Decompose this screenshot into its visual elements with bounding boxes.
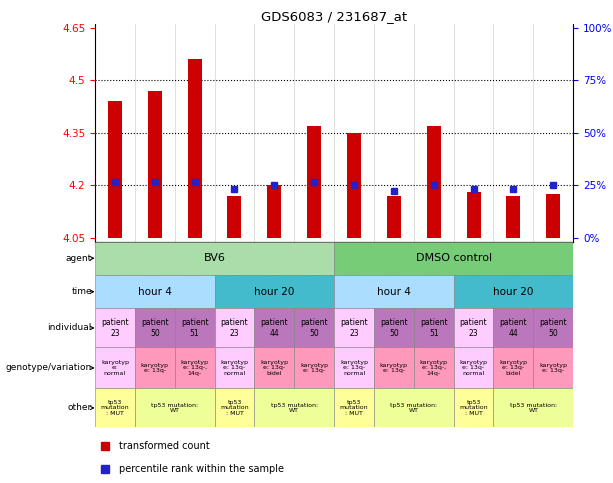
Bar: [215, 388, 254, 427]
Bar: [135, 347, 175, 388]
Bar: [414, 309, 454, 347]
Bar: [135, 388, 215, 427]
Bar: [148, 91, 162, 238]
Bar: [454, 309, 493, 347]
Text: karyotyp
e: 13q-: karyotyp e: 13q-: [380, 363, 408, 373]
Bar: [188, 59, 202, 238]
Bar: [215, 275, 334, 309]
Bar: [267, 185, 281, 238]
Bar: [387, 196, 401, 238]
Text: karyotyp
e: 13q-
bidel: karyotyp e: 13q- bidel: [261, 360, 288, 376]
Text: patient
51: patient 51: [420, 318, 447, 338]
Bar: [347, 133, 361, 238]
Bar: [374, 388, 454, 427]
Text: karyotyp
e: 13q-: karyotyp e: 13q-: [539, 363, 567, 373]
Bar: [294, 347, 334, 388]
Text: karyotyp
e: 13q-
normal: karyotyp e: 13q- normal: [340, 360, 368, 376]
Text: patient
23: patient 23: [221, 318, 248, 338]
Bar: [175, 347, 215, 388]
Bar: [506, 196, 520, 238]
Text: patient
50: patient 50: [141, 318, 169, 338]
Text: patient
44: patient 44: [261, 318, 288, 338]
Text: tp53 mutation:
WT: tp53 mutation: WT: [271, 402, 318, 413]
Bar: [95, 275, 215, 309]
Text: hour 20: hour 20: [254, 287, 294, 297]
Bar: [135, 309, 175, 347]
Bar: [254, 309, 294, 347]
Text: DMSO control: DMSO control: [416, 253, 492, 263]
Text: patient
44: patient 44: [500, 318, 527, 338]
Bar: [533, 309, 573, 347]
Bar: [95, 242, 334, 275]
Text: patient
50: patient 50: [380, 318, 408, 338]
Bar: [108, 101, 122, 238]
Bar: [334, 347, 374, 388]
Bar: [454, 347, 493, 388]
Bar: [95, 347, 135, 388]
Text: patient
50: patient 50: [300, 318, 328, 338]
Bar: [334, 242, 573, 275]
Bar: [175, 309, 215, 347]
Bar: [95, 388, 135, 427]
Bar: [334, 388, 374, 427]
Bar: [374, 309, 414, 347]
Text: hour 20: hour 20: [493, 287, 533, 297]
Text: karyotyp
e: 13q-,
14q-: karyotyp e: 13q-, 14q-: [420, 360, 447, 376]
Bar: [334, 309, 374, 347]
Bar: [215, 347, 254, 388]
Text: hour 4: hour 4: [138, 287, 172, 297]
Text: time: time: [71, 287, 92, 296]
Bar: [294, 309, 334, 347]
Text: patient
23: patient 23: [340, 318, 368, 338]
Bar: [493, 309, 533, 347]
Text: karyotyp
e: 13q-
bidel: karyotyp e: 13q- bidel: [500, 360, 527, 376]
Text: karyotyp
e:
normal: karyotyp e: normal: [101, 360, 129, 376]
Bar: [493, 347, 533, 388]
Text: hour 4: hour 4: [377, 287, 411, 297]
Bar: [546, 194, 560, 238]
Text: tp53 mutation:
WT: tp53 mutation: WT: [390, 402, 437, 413]
Title: GDS6083 / 231687_at: GDS6083 / 231687_at: [261, 10, 407, 23]
Text: transformed count: transformed count: [119, 441, 210, 451]
Text: patient
23: patient 23: [101, 318, 129, 338]
Text: karyotyp
e: 13q-: karyotyp e: 13q-: [141, 363, 169, 373]
Text: patient
23: patient 23: [460, 318, 487, 338]
Text: percentile rank within the sample: percentile rank within the sample: [119, 464, 284, 474]
Text: tp53 mutation:
WT: tp53 mutation: WT: [510, 402, 557, 413]
Text: genotype/variation: genotype/variation: [6, 363, 92, 372]
Bar: [454, 275, 573, 309]
Bar: [215, 309, 254, 347]
Bar: [427, 126, 441, 238]
Text: tp53 mutation:
WT: tp53 mutation: WT: [151, 402, 198, 413]
Bar: [334, 275, 454, 309]
Bar: [454, 388, 493, 427]
Text: karyotyp
e: 13q-
normal: karyotyp e: 13q- normal: [460, 360, 487, 376]
Bar: [533, 347, 573, 388]
Text: karyotyp
e: 13q-
normal: karyotyp e: 13q- normal: [221, 360, 248, 376]
Bar: [95, 309, 135, 347]
Text: tp53
mutation
: MUT: tp53 mutation : MUT: [220, 399, 249, 416]
Text: BV6: BV6: [204, 253, 226, 263]
Text: patient
51: patient 51: [181, 318, 208, 338]
Bar: [466, 192, 481, 238]
Text: individual: individual: [48, 324, 92, 332]
Bar: [414, 347, 454, 388]
Text: patient
50: patient 50: [539, 318, 567, 338]
Text: karyotyp
e: 13q-,
14q-: karyotyp e: 13q-, 14q-: [181, 360, 208, 376]
Bar: [227, 196, 242, 238]
Text: agent: agent: [66, 254, 92, 263]
Text: tp53
mutation
: MUT: tp53 mutation : MUT: [459, 399, 488, 416]
Bar: [374, 347, 414, 388]
Text: tp53
mutation
: MUT: tp53 mutation : MUT: [340, 399, 368, 416]
Bar: [254, 388, 334, 427]
Text: other: other: [67, 403, 92, 412]
Text: tp53
mutation
: MUT: tp53 mutation : MUT: [101, 399, 129, 416]
Text: karyotyp
e: 13q-: karyotyp e: 13q-: [300, 363, 328, 373]
Bar: [254, 347, 294, 388]
Bar: [307, 126, 321, 238]
Bar: [493, 388, 573, 427]
